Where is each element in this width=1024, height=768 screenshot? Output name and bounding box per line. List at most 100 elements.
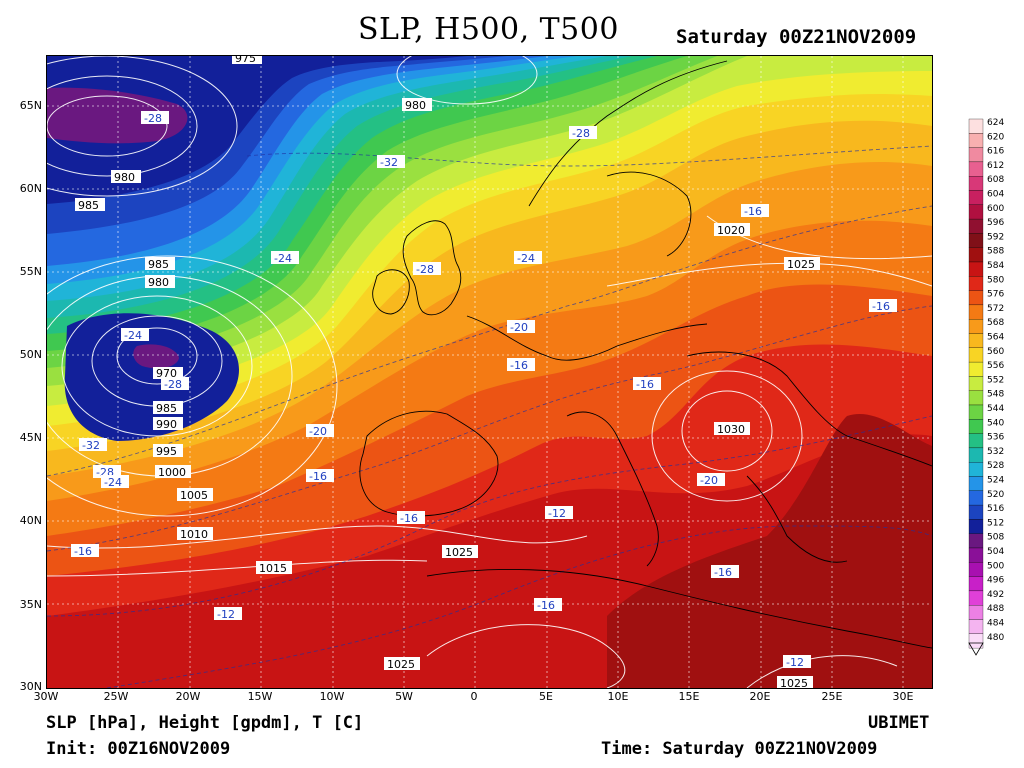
temperature-label: -32 [377, 155, 405, 169]
lon-label-25e: 25E [821, 690, 843, 703]
temperature-label: -16 [741, 204, 769, 218]
svg-text:1000: 1000 [158, 466, 186, 479]
lon-label-15e: 15E [678, 690, 700, 703]
temperature-label: -16 [507, 358, 535, 372]
legend-swatch [968, 333, 984, 348]
legend-labels: 624 620 616 612 608 604 600 596 592 588 584 580 576 5… [987, 118, 1004, 643]
svg-text:-24: -24 [274, 252, 292, 265]
svg-text:970: 970 [156, 367, 177, 380]
lon-label-30e: 30E [892, 690, 914, 703]
legend-swatch [968, 161, 984, 177]
legend-value: 620 [987, 132, 1004, 142]
legend-swatch [968, 261, 984, 277]
legend-swatch [968, 118, 984, 134]
legend-swatch [968, 347, 984, 363]
legend-value: 612 [987, 161, 1004, 171]
pressure-label: 1025 [384, 657, 420, 671]
svg-text:-16: -16 [309, 470, 327, 483]
lat-label-30n: 30N [19, 680, 42, 693]
svg-text:985: 985 [148, 258, 169, 271]
lat-label-65n: 65N [19, 99, 42, 112]
lat-label-40n: 40N [19, 514, 42, 527]
lon-label-5e: 5E [539, 690, 553, 703]
pressure-label: 1025 [777, 676, 813, 688]
isotherms [47, 145, 932, 688]
legend-swatch [968, 547, 984, 563]
temperature-label: -16 [711, 565, 739, 579]
legend-swatch [968, 290, 984, 306]
legend-value: 520 [987, 490, 1004, 500]
field-band-512 [47, 56, 467, 204]
pressure-label: 1020 [714, 223, 750, 237]
temperature-label: -16 [306, 469, 334, 483]
svg-text:985: 985 [156, 402, 177, 415]
svg-text:-12: -12 [217, 608, 235, 621]
legend-value: 560 [987, 347, 1004, 357]
pressure-label: 1025 [442, 545, 478, 559]
legend-value: 552 [987, 375, 1004, 385]
legend-value: 540 [987, 418, 1004, 428]
svg-text:-24: -24 [104, 476, 122, 489]
legend-swatch [968, 504, 984, 520]
svg-text:-20: -20 [510, 321, 528, 334]
svg-text:-24: -24 [517, 252, 535, 265]
lon-label-0: 0 [470, 690, 478, 703]
legend-value: 568 [987, 318, 1004, 328]
legend-value: 524 [987, 476, 1004, 486]
svg-text:1025: 1025 [387, 658, 415, 671]
svg-text:-32: -32 [380, 156, 398, 169]
temperature-label: -20 [507, 320, 535, 334]
svg-text:1010: 1010 [180, 528, 208, 541]
legend-value: 496 [987, 576, 1004, 586]
legend-swatch [968, 247, 984, 263]
svg-text:1005: 1005 [180, 489, 208, 502]
legend-swatch [968, 476, 984, 491]
svg-text:980: 980 [405, 99, 426, 112]
legend-value: 580 [987, 275, 1004, 285]
temperature-label: -12 [783, 655, 811, 669]
svg-text:-16: -16 [872, 300, 890, 313]
lat-label-50n: 50N [19, 348, 42, 361]
legend-swatch [968, 233, 984, 248]
legend-value: 608 [987, 175, 1004, 185]
temperature-label: -16 [397, 511, 425, 525]
legend-value: 584 [987, 261, 1004, 271]
temperature-label: -12 [214, 607, 242, 621]
pressure-label: 975 [232, 56, 262, 65]
lon-label-30w: 30W [33, 690, 59, 703]
svg-text:-16: -16 [714, 566, 732, 579]
temperature-label: -16 [869, 299, 897, 313]
svg-text:-16: -16 [636, 378, 654, 391]
pressure-label: 990 [153, 417, 183, 431]
legend-swatch [968, 533, 984, 549]
temperature-label: -28 [141, 111, 169, 125]
legend-swatch [968, 404, 984, 420]
svg-text:995: 995 [156, 445, 177, 458]
pressure-label: 1025 [784, 257, 820, 271]
legend-value: 588 [987, 247, 1004, 257]
legend-swatch [968, 562, 984, 577]
svg-text:-16: -16 [510, 359, 528, 372]
lon-label-20e: 20E [749, 690, 771, 703]
temperature-label: -16 [534, 598, 562, 612]
svg-text:-16: -16 [74, 545, 92, 558]
legend-swatch [968, 519, 984, 534]
legend-value: 488 [987, 604, 1004, 614]
svg-text:-20: -20 [309, 425, 327, 438]
weather-map: 975 980 980 985 985 980 970 985 990 995 … [46, 55, 933, 689]
temperature-label: -24 [514, 251, 542, 265]
legend-value: 512 [987, 518, 1004, 528]
svg-text:-16: -16 [400, 512, 418, 525]
svg-text:980: 980 [148, 276, 169, 289]
lat-label-45n: 45N [19, 431, 42, 444]
legend-swatch [968, 133, 984, 148]
temperature-label: -16 [71, 544, 99, 558]
temperature-label: -16 [633, 377, 661, 391]
pressure-label: 980 [402, 98, 432, 112]
pressure-label: 970 [153, 367, 183, 380]
legend-swatch [968, 633, 984, 649]
legend-value: 572 [987, 304, 1004, 314]
lat-label-55n: 55N [19, 265, 42, 278]
legend-swatch [968, 447, 984, 463]
pressure-label: 985 [153, 401, 183, 415]
